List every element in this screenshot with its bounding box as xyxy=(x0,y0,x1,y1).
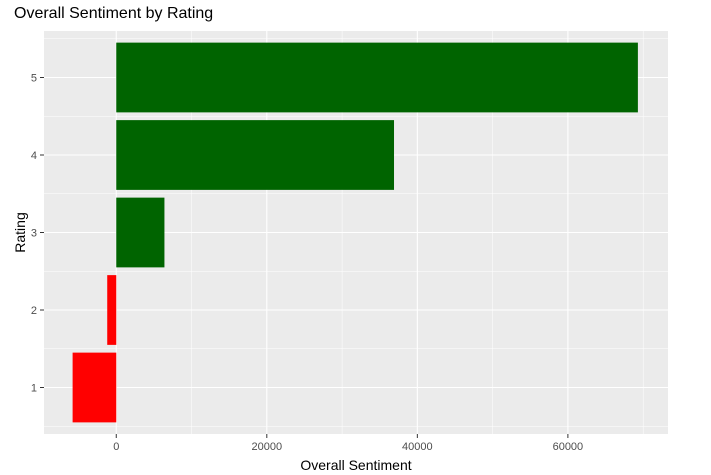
x-tick-label: 0 xyxy=(113,441,119,453)
x-tick-label: 60000 xyxy=(553,441,584,453)
bar-rating-2 xyxy=(107,275,117,345)
chart-title: Overall Sentiment by Rating xyxy=(14,5,214,22)
y-tick-label: 1 xyxy=(31,383,37,395)
y-tick-label: 5 xyxy=(31,73,37,85)
y-tick-label: 4 xyxy=(31,150,37,162)
bar-rating-5 xyxy=(116,42,638,113)
y-axis-title: Rating xyxy=(12,212,28,252)
x-axis-ticks: 0 20000 40000 60000 xyxy=(113,434,583,453)
y-tick-label: 2 xyxy=(31,305,37,317)
x-tick-label: 40000 xyxy=(402,441,433,453)
bars xyxy=(72,42,638,423)
y-axis-ticks: 1 2 3 4 5 xyxy=(31,73,44,395)
x-tick-label: 20000 xyxy=(252,441,283,453)
bar-rating-4 xyxy=(116,120,395,190)
bar-rating-1 xyxy=(72,352,117,423)
x-axis-title: Overall Sentiment xyxy=(300,457,411,473)
y-tick-label: 3 xyxy=(31,228,37,240)
bar-rating-3 xyxy=(116,197,165,268)
